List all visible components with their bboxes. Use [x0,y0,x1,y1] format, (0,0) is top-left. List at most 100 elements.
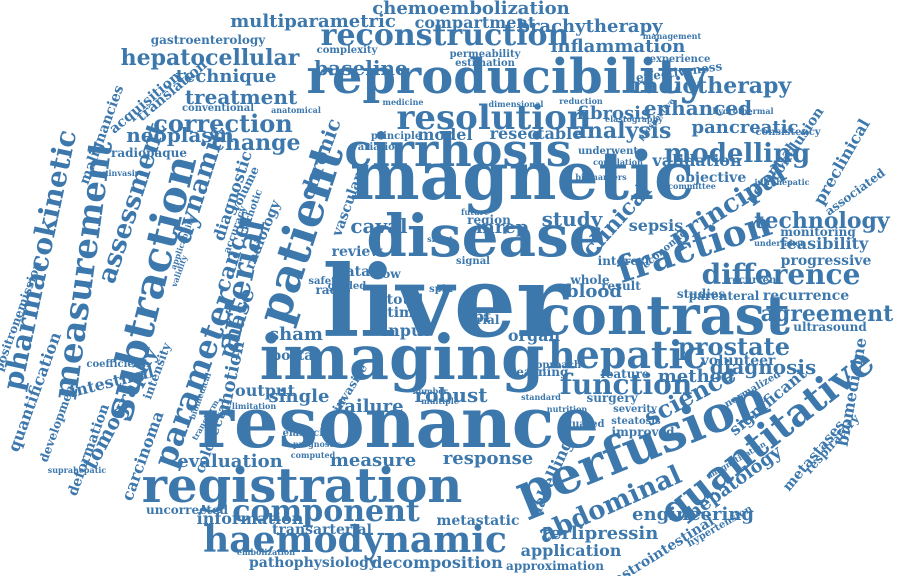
word-failure: failure [336,396,404,417]
word-study: study [541,207,603,231]
word-biomarkers: biomarkers [575,172,627,182]
word-correction: correction [153,109,293,138]
word-terlipressin: terlipressin [541,523,659,544]
word-elastography: elastography [605,114,663,124]
word-pancreatic: pancreatic [691,117,799,138]
word-approximation: approximation [506,559,604,573]
word-function: function [559,368,693,401]
word-total: total [386,292,424,308]
word-conventional: conventional [181,103,255,114]
word-application: application [520,541,622,560]
word-imaging: imaging [259,321,545,394]
word-radiotherapy: radiotherapy [632,73,792,99]
word-contrast: contrast [538,283,790,347]
word-standard: standard [521,392,561,402]
word-signal: signal [456,256,490,267]
word-recurrence: recurrence [762,288,850,304]
word-evaluation: evaluation [177,451,283,472]
word-disease: disease [366,202,606,270]
word-haemodynamic: haemodynamic [203,519,507,561]
word-diagnosis: diagnosis [709,355,817,379]
word-whole: whole [570,273,610,287]
word-progressive: progressive [780,253,872,269]
word-mrep: mrep [475,217,529,238]
word-ultrasound: ultrasound [793,320,867,334]
word-engineering: engineering [632,504,754,525]
word-hepatocellular: hepatocellular [120,45,300,71]
word-measure: measure [329,450,417,471]
word-hepatic: hepatic [547,332,707,377]
word-chemoembolization: chemoembolization [372,0,570,19]
word-caval: caval [350,214,408,238]
word-result: result [601,279,641,293]
word-feature: feature [600,367,650,381]
word-neoplasm: neoplasm [126,123,234,147]
word-method: method [657,366,735,387]
word-technology: technology [754,208,890,234]
word-volunteer: volunteer [700,353,776,369]
word-resolution: resolution [396,98,592,138]
word-squared: squared [559,419,605,430]
word-data: data [335,264,371,280]
word-monitoring: monitoring [780,225,856,239]
word-infrahepatic: infrahepatic [754,177,810,187]
word-component: component [232,494,420,529]
word-gastroenterology: gastroenterology [150,33,266,47]
word-enhanced: enhanced [643,96,753,120]
word-decomposition: decomposition [371,553,503,572]
word-underwent: underwent [577,146,639,157]
word-review: review [331,244,383,260]
word-sham: sham [269,324,323,345]
word-cirrhosis: cirrhosis [344,123,572,177]
word-prognostic: prognostic [293,439,341,449]
word-output: output [235,381,295,400]
word-uncorrected: uncorrected [146,503,228,517]
word-region: region [467,213,511,227]
word-surgery: surgery [586,391,638,405]
word-organ: organ [507,326,561,345]
word-inflammation: inflammation [550,36,686,57]
word-approach: approach [528,360,582,371]
word-radiopaque: radiopaque [111,146,187,160]
word-dimensional: dimensional [488,99,544,109]
word-change: change [211,130,301,156]
word-improved: improved [611,425,675,439]
word-correlation: correlation [593,157,643,167]
word-principle: principle [370,131,422,142]
word-elasticity: elasticity [282,428,334,439]
word-compartment: compartment [414,13,536,32]
word-fibrosis: fibrosis [576,103,652,124]
word-hydrothermal: hydrothermal [712,106,774,116]
word-robust: robust [414,383,488,407]
word-parenteral: parenteral [688,289,760,303]
word-input: input [382,321,430,340]
word-reconstruction: reconstruction [320,18,570,53]
word-permeability: permeability [449,49,521,60]
word-severity: severity [613,404,657,415]
word-brachytherapy: brachytherapy [517,16,663,37]
word-time: time [387,305,423,321]
word-objective: objective [675,170,747,186]
word-recurrent: recurrent [727,275,781,286]
word-registration: registration [141,458,463,514]
word-reduction: reduction [559,96,603,106]
word-steatosis: steatosis [611,416,661,427]
word-technique: technique [175,66,277,87]
word-resectable: resectable [489,124,583,143]
word-nutrition: nutrition [546,404,588,414]
word-liver: liver [322,245,568,360]
word-computed: computed [290,450,336,460]
word-management: management [642,31,702,41]
word-future: future [460,207,490,217]
word-consistency: consistency [755,127,821,138]
word-studies: studies [676,287,726,301]
word-estimation: estimation [455,58,515,69]
word-reproducibility: reproducibility [306,49,708,105]
word-blood: blood [565,281,623,302]
word-magnetic: magnetic [349,137,695,215]
word-flow: flow [373,267,401,281]
word-metastatic: metastatic [436,513,520,529]
word-treatment: treatment [184,85,298,109]
word-noninvasive: noninvasive [91,168,145,178]
